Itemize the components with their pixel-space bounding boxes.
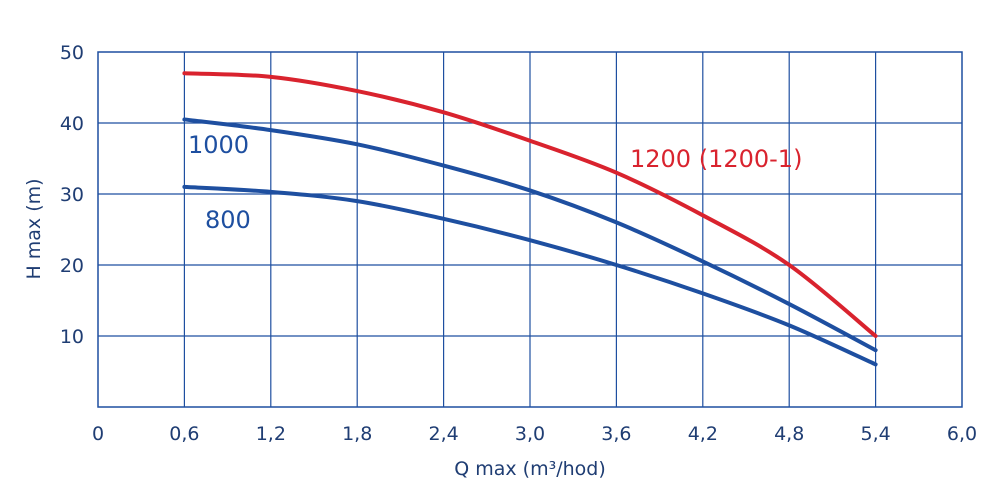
series-line xyxy=(182,184,878,367)
y-tick-label: 10 xyxy=(60,326,84,348)
y-tick-label: 30 xyxy=(60,184,84,206)
x-tick-label: 6,0 xyxy=(947,423,977,445)
x-tick-label: 3,0 xyxy=(515,423,545,445)
x-tick-label: 4,2 xyxy=(688,423,718,445)
x-tick-label: 1,2 xyxy=(256,423,286,445)
series-line xyxy=(182,71,878,338)
x-tick-label: 3,6 xyxy=(601,423,631,445)
series-label: 800 xyxy=(205,206,251,234)
series-label: 1000 xyxy=(188,131,249,159)
y-tick-label: 40 xyxy=(60,113,84,135)
y-tick-label: 20 xyxy=(60,255,84,277)
y-tick-label: 50 xyxy=(60,42,84,64)
series-line xyxy=(182,117,878,353)
series-labels: 1200 (1200-1) 1000 800 xyxy=(188,131,802,234)
y-tick-labels: 10 20 30 40 50 xyxy=(60,42,84,348)
x-tick-label: 5,4 xyxy=(860,423,890,445)
x-tick-label: 2,4 xyxy=(428,423,458,445)
series-label: 1200 (1200-1) xyxy=(630,145,802,173)
x-tick-label: 0 xyxy=(92,423,104,445)
series-lines xyxy=(182,71,878,367)
x-tick-labels: 0 0,6 1,2 1,8 2,4 3,0 3,6 4,2 4,8 5,4 6,0 xyxy=(92,423,977,445)
y-axis-label: H max (m) xyxy=(23,178,45,279)
x-tick-label: 1,8 xyxy=(342,423,372,445)
x-tick-label: 0,6 xyxy=(169,423,199,445)
x-axis-label: Q max (m³/hod) xyxy=(454,458,606,480)
x-tick-label: 4,8 xyxy=(774,423,804,445)
grid-lines xyxy=(98,52,962,407)
